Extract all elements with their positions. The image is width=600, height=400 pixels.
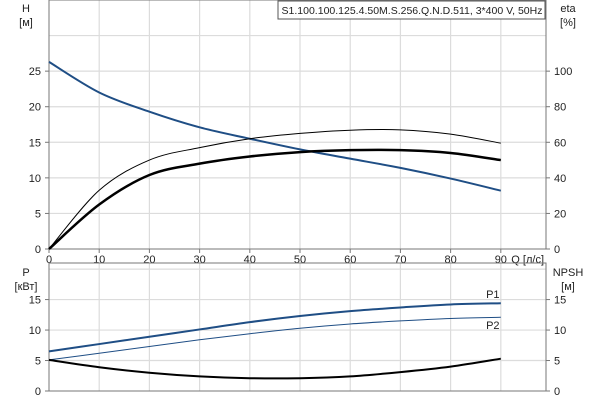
y-right-tick-label: 100 — [554, 66, 572, 78]
y-right-label: eta — [560, 3, 576, 15]
series-line-curve-2 — [48, 357, 501, 380]
y-right-unit: [м] — [561, 281, 575, 293]
y-right-tick-label: 5 — [554, 356, 560, 368]
y-right-tick-label: 0 — [554, 244, 560, 256]
series-line-curve-2 — [48, 148, 501, 250]
y-right-tick-label: 60 — [554, 137, 566, 149]
x-tick-label: 0 — [46, 254, 52, 266]
y-right-label: NPSH — [553, 267, 584, 279]
title-box — [277, 0, 546, 20]
panel-0 — [45, 0, 550, 253]
y-right-tick-label: 20 — [554, 208, 566, 220]
series-line-curve-1 — [48, 129, 501, 250]
series-line-p2 — [48, 316, 501, 361]
chart-title: S1.100.100.125.4.50M.S.256.Q.N.D.511, 3*… — [282, 5, 543, 17]
plot-frame — [48, 262, 547, 392]
y-left-unit: [м] — [19, 17, 33, 29]
series-line-curve-0 — [48, 61, 502, 192]
y-left-label: H — [22, 3, 30, 15]
series-line-p1 — [48, 302, 501, 353]
y-left-unit: [кВт] — [15, 281, 38, 293]
plot-frame — [48, 0, 547, 250]
y-right-tick-label: 15 — [554, 295, 566, 307]
y-right-tick-label: 10 — [554, 325, 566, 337]
y-left-label: P — [22, 267, 29, 279]
y-left-tick-label: 5 — [35, 208, 41, 220]
y-left-tick-label: 0 — [35, 244, 41, 256]
panel-1 — [45, 262, 550, 392]
series-label: P1 — [486, 289, 499, 301]
series-label: P2 — [486, 320, 499, 332]
y-left-tick-label: 20 — [29, 102, 41, 114]
y-left-tick-label: 10 — [29, 325, 41, 337]
y-left-tick-label: 15 — [29, 137, 41, 149]
y-left-tick-label: 25 — [29, 66, 41, 78]
y-left-tick-label: 10 — [29, 173, 41, 185]
y-left-tick-label: 15 — [29, 295, 41, 307]
y-left-tick-label: 5 — [35, 356, 41, 368]
y-right-unit: [%] — [560, 17, 576, 29]
y-left-tick-label: 0 — [35, 386, 41, 398]
y-right-tick-label: 80 — [554, 102, 566, 114]
y-right-tick-label: 40 — [554, 173, 566, 185]
y-right-tick-label: 0 — [554, 386, 560, 398]
x-axis-label: Q [л/с] — [511, 254, 544, 266]
